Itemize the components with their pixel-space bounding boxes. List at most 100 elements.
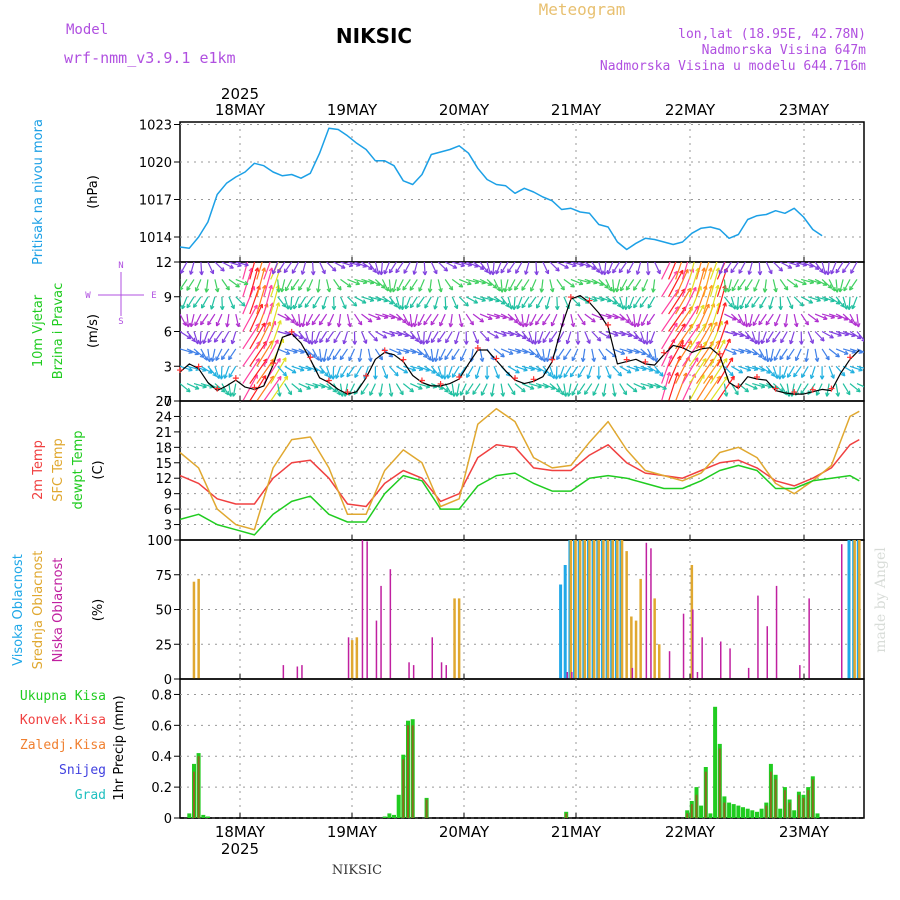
wind-arrow: [571, 348, 579, 361]
wind-arrow: [842, 330, 856, 337]
wind-arrow-head: [307, 369, 312, 371]
pressure-ytick-label-3: 1023: [139, 119, 172, 134]
wind-arrow-head: [801, 411, 803, 415]
wind-arrow: [423, 365, 436, 374]
wind-arrow-head: [324, 374, 329, 377]
wind-arrow: [688, 267, 700, 297]
wind-arrow: [200, 365, 213, 374]
precip-total-bar: [396, 794, 401, 818]
compass-n: N: [118, 261, 123, 271]
wind-arrow-head: [615, 287, 618, 293]
wind-arrow: [640, 348, 651, 358]
wind-arrow: [493, 366, 500, 379]
cloud-bar-low: [389, 569, 392, 679]
temp-ytick-label-6: 18: [155, 441, 172, 456]
wind-arrow: [186, 314, 189, 328]
wind-arrow: [786, 383, 790, 397]
wind-arrow: [640, 331, 646, 345]
wind-arrow: [821, 296, 835, 302]
precip-total-bar: [387, 813, 392, 818]
wind-arrow: [367, 331, 378, 342]
wind-arrow-head: [793, 323, 798, 328]
wind-arrow: [396, 330, 409, 337]
wind-arrow: [633, 348, 646, 355]
wind-arrow-head: [628, 411, 631, 414]
wind-arrow-head: [446, 374, 449, 379]
wind-arrow-head: [263, 251, 266, 254]
cloud-ytick-label-0: 0: [164, 673, 172, 688]
wind-arrow-head: [321, 270, 326, 275]
wind-arrow-head: [321, 405, 325, 406]
bottom-day-label: 23MAY: [779, 823, 830, 841]
wind-arrow-head: [332, 355, 335, 360]
wind-arrow-head: [409, 323, 413, 328]
wind-arrow: [369, 383, 376, 396]
wind-arrow: [226, 314, 230, 328]
wind-arrow: [472, 331, 479, 344]
wind-arrow-head: [349, 411, 352, 414]
precip-conv-bar: [797, 794, 800, 818]
wind-arrow-head: [474, 340, 479, 344]
wind-arrow-head: [851, 335, 856, 338]
wind-arrow: [200, 262, 203, 276]
wind-arrow: [808, 278, 821, 284]
cloud-bar-mid: [634, 620, 638, 679]
wind-arrow: [491, 383, 495, 397]
wind-arrow: [263, 320, 276, 350]
wind-arrow-head: [783, 287, 788, 291]
cloud-ytick-label-2: 50: [155, 604, 172, 619]
wind-arrow: [563, 383, 567, 397]
wind-arrow: [235, 313, 240, 327]
wind-arrow-head: [390, 335, 395, 337]
wind-arrow: [235, 262, 249, 266]
wind-arrow-head: [663, 404, 667, 405]
wind-arrow: [681, 357, 699, 384]
lonlat-label: lon,lat (18.95E, 42.78N): [678, 27, 866, 42]
wind-arrow: [190, 313, 195, 327]
wind-arrow: [263, 267, 273, 297]
wind-arrow: [748, 262, 753, 275]
cloud-bar-mid: [355, 637, 359, 679]
wind-arrow: [751, 348, 763, 358]
wind-arrow: [528, 296, 537, 308]
wind-ytick-label-1: 3: [164, 360, 172, 375]
wind-arrow: [298, 400, 300, 401]
wind-arrow-head: [848, 321, 853, 324]
wind-arrow-head: [625, 321, 630, 324]
wind-arrow-head: [774, 375, 778, 380]
wind-arrow-head: [495, 300, 500, 303]
wind-arrow: [423, 262, 426, 276]
wind-arrow: [186, 383, 200, 390]
wind-arrow: [514, 313, 522, 326]
wind-arrow: [668, 355, 681, 384]
wind-arrow: [186, 348, 199, 355]
wind-arrow-head: [815, 410, 819, 412]
wind-arrow: [452, 400, 453, 401]
cloud-bar-mid: [853, 540, 856, 679]
wind-arrow-head: [220, 269, 225, 272]
wind-arrow-head: [570, 285, 575, 288]
wind-arrow-head: [814, 358, 819, 362]
wind-arrow: [521, 296, 530, 309]
pressure-axis-name: Pritisak na nivou mora: [31, 119, 46, 265]
wind-arrow: [835, 296, 845, 308]
wind-arrow-head: [264, 267, 266, 272]
wind-arrow: [486, 313, 500, 319]
wind-arrow: [688, 262, 695, 280]
wind-arrow-head: [277, 392, 281, 397]
wind-arrow: [207, 331, 216, 343]
wind-arrow-head: [192, 303, 195, 308]
wind-arrow-head: [408, 409, 409, 413]
wind-arrow: [186, 331, 196, 342]
wind-arrow-head: [173, 269, 174, 273]
wind-arrow: [738, 365, 751, 371]
wind-arrow: [270, 320, 282, 350]
wind-arrow-head: [728, 304, 733, 308]
wind-arrow: [389, 313, 402, 321]
wind-arrow-head: [223, 405, 227, 406]
wind-arrow: [516, 296, 523, 310]
wind-arrow: [724, 348, 737, 355]
wind-arrow: [388, 365, 399, 377]
wind-arrow: [835, 313, 849, 321]
wind-arrow: [695, 322, 713, 350]
